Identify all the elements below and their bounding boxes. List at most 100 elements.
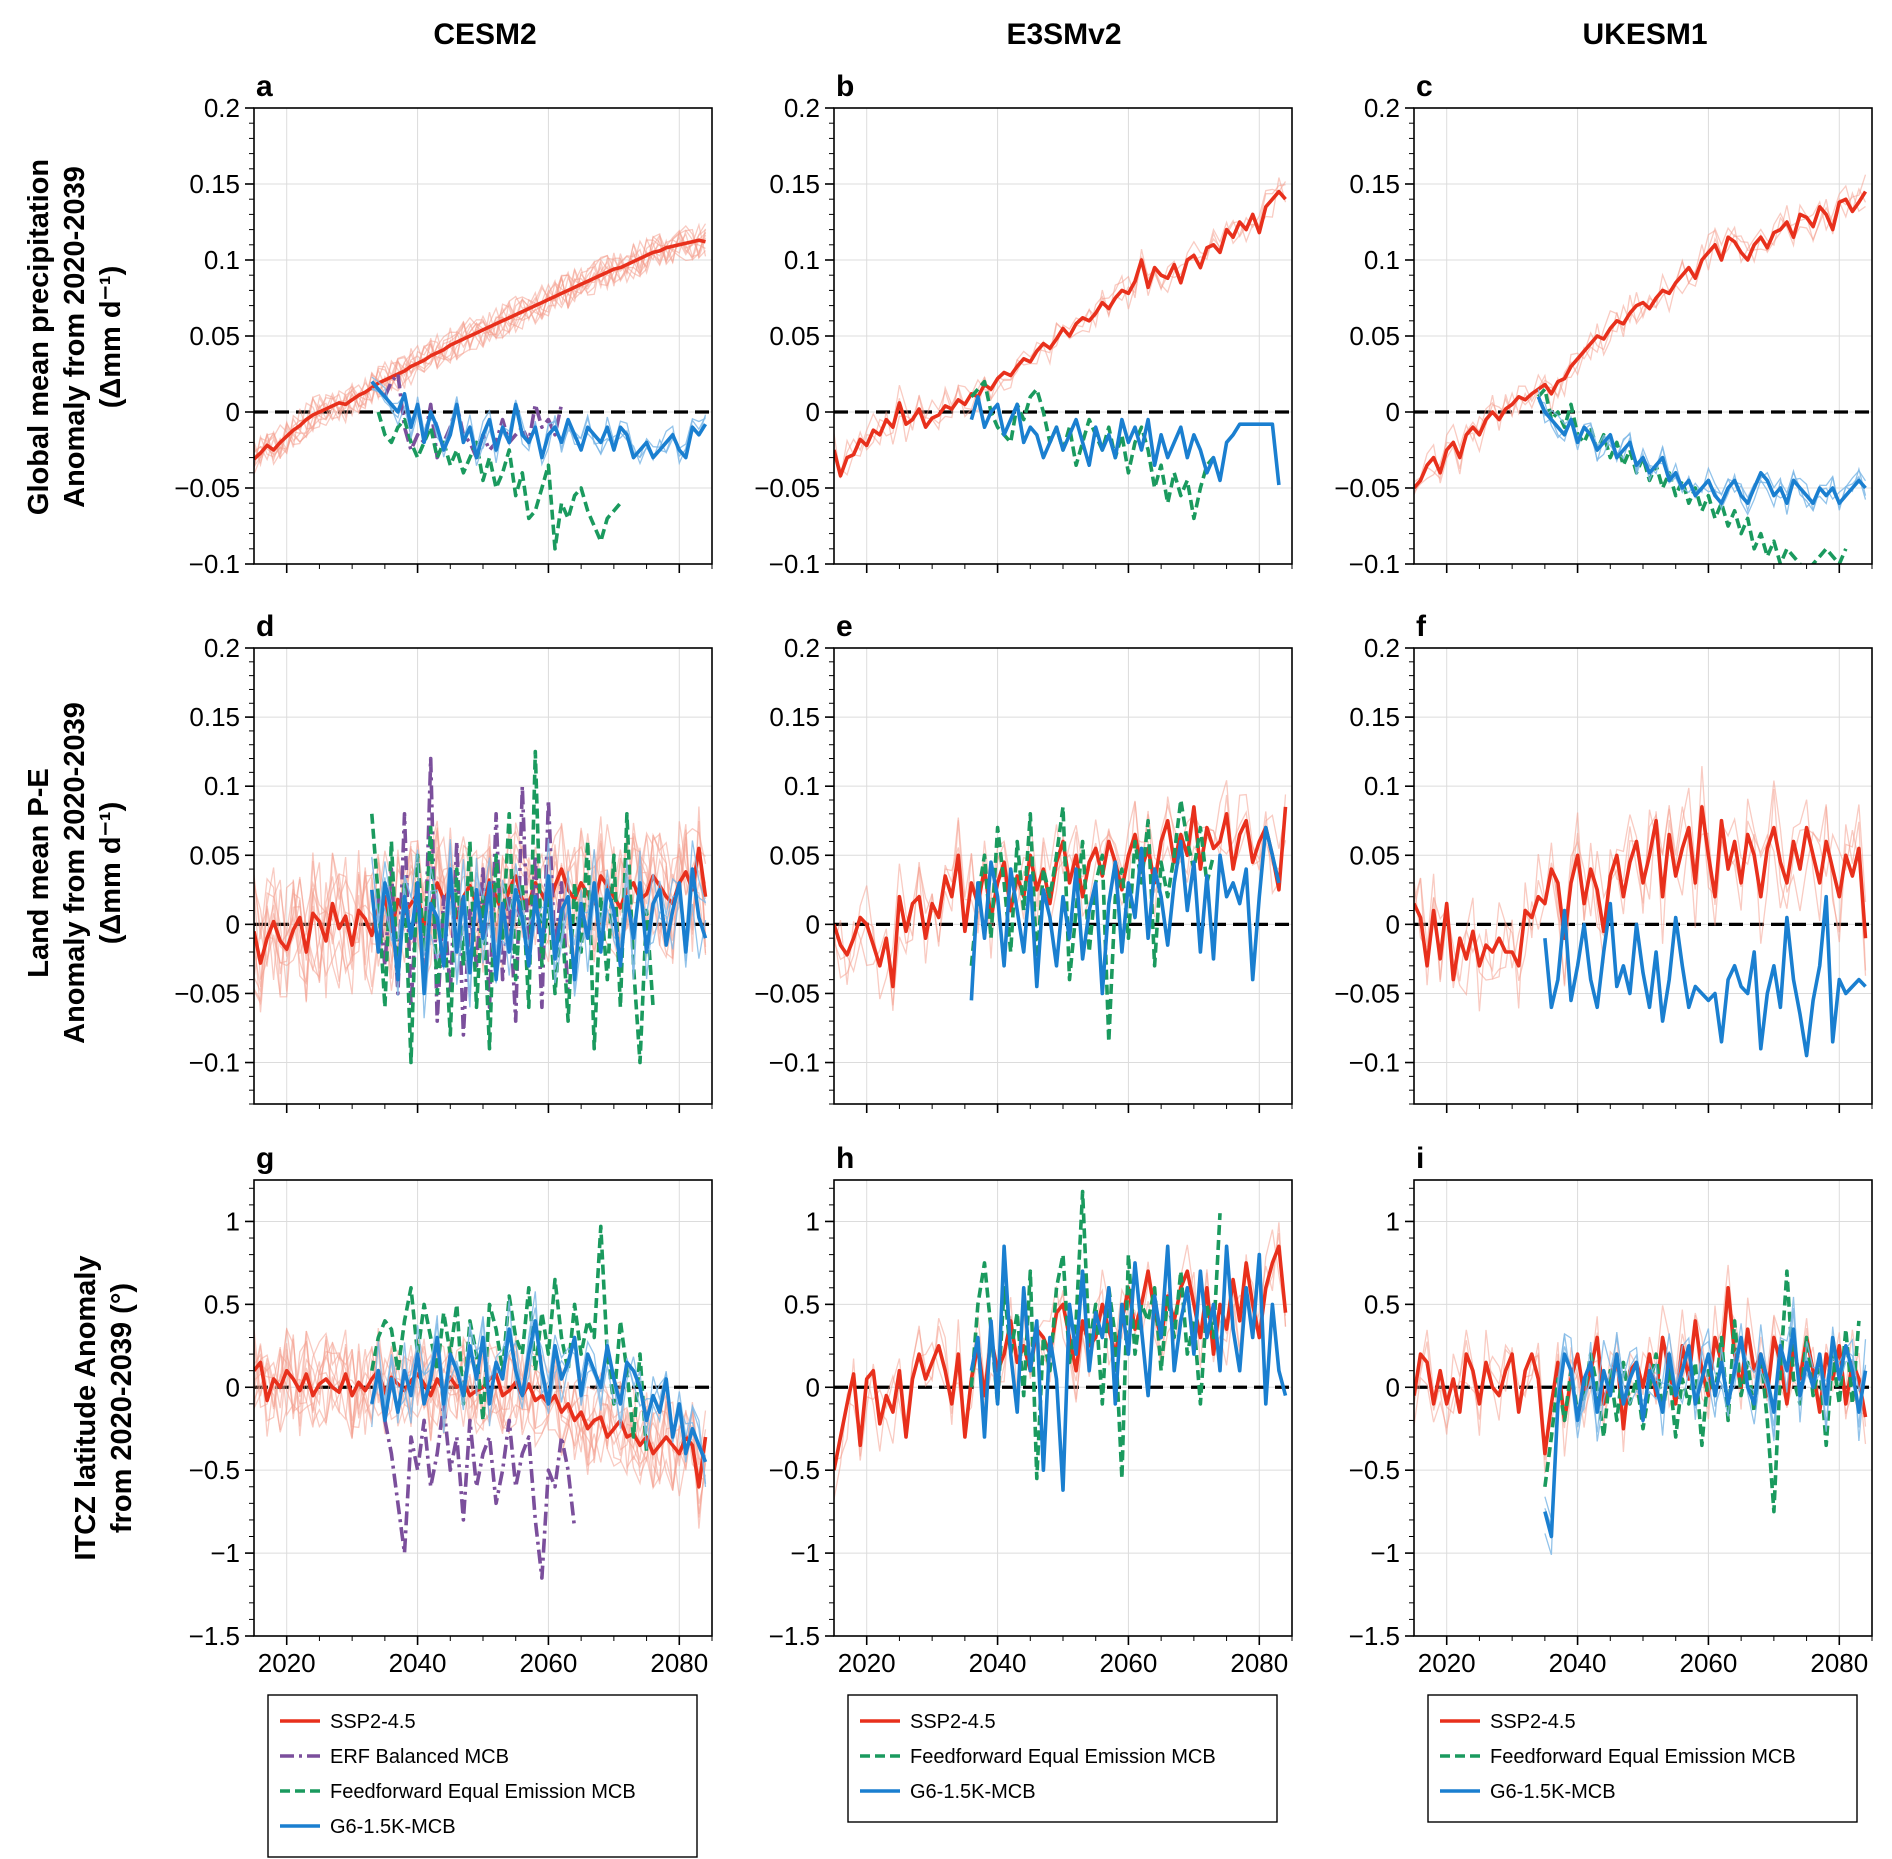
legend-label: G6-1.5K-MCB bbox=[330, 1816, 456, 1838]
plot-area bbox=[254, 1224, 712, 1580]
y-tick-label: 0 bbox=[806, 1372, 820, 1402]
series-member-ssp bbox=[834, 177, 1287, 480]
legend-label: G6-1.5K-MCB bbox=[1490, 1781, 1616, 1803]
x-tick-label: 2060 bbox=[520, 1648, 578, 1678]
y-tick-label: 0.15 bbox=[1349, 169, 1400, 199]
legend-box bbox=[847, 1694, 1278, 1823]
series-line-g6 bbox=[1543, 894, 1867, 1058]
x-tick-label: 2060 bbox=[1100, 1648, 1158, 1678]
series-line-ffee bbox=[376, 411, 622, 551]
y-tick-label: 0.05 bbox=[769, 321, 820, 351]
row-label-line2: Anomaly from 2020-2039 bbox=[59, 166, 91, 508]
panels: −0.1 −0.05 0 0.05 0.1 0.15 0.2 a −0.1 −0.05 0 0.05 0… bbox=[174, 70, 1873, 1678]
y-tick-label: 0.1 bbox=[784, 245, 820, 275]
panel-letter: b bbox=[836, 70, 854, 103]
x-tick-label: 2020 bbox=[838, 1648, 896, 1678]
y-tick-label: −0.1 bbox=[769, 549, 820, 579]
row-label-line1: ITCZ latitude Anomaly bbox=[70, 1255, 102, 1560]
y-tick-label: 0.2 bbox=[784, 93, 820, 123]
y-tick-label: −0.5 bbox=[1349, 1455, 1400, 1485]
y-tick-label: 1 bbox=[1386, 1206, 1400, 1236]
series-line-ffee bbox=[970, 379, 1215, 521]
x-tick-label: 2020 bbox=[1418, 1648, 1476, 1678]
series-line-ffee bbox=[969, 798, 1216, 1044]
y-tick-label: 0.05 bbox=[189, 321, 240, 351]
legend-1: SSP2-4.5 ERF Balanced MCB Feedforward Equa… bbox=[267, 1694, 698, 1858]
series-line-g6 bbox=[969, 1244, 1288, 1492]
plot-area bbox=[834, 1189, 1292, 1500]
panel-letter: a bbox=[256, 70, 273, 103]
panel-d: −0.1 −0.05 0 0.05 0.1 0.15 0.2 d bbox=[174, 610, 713, 1113]
legend-label: Feedforward Equal Emission MCB bbox=[910, 1746, 1216, 1768]
row-label-land-pe: Land mean P-E Anomaly from 2020-2039 (Δm… bbox=[23, 702, 127, 1044]
row-label-itcz: ITCZ latitude Anomaly from 2020-2039 (°) bbox=[70, 1255, 138, 1560]
y-tick-label: −0.05 bbox=[754, 473, 820, 503]
y-tick-label: 0.05 bbox=[189, 840, 240, 870]
y-tick-label: −0.05 bbox=[1334, 473, 1400, 503]
row-label-line1: Global mean precipitation bbox=[23, 159, 55, 515]
legend-label: G6-1.5K-MCB bbox=[910, 1781, 1036, 1803]
y-tick-label: −0.05 bbox=[174, 978, 240, 1008]
plot-area bbox=[834, 177, 1292, 521]
y-tick-label: −0.1 bbox=[1349, 549, 1400, 579]
series-member-ssp bbox=[1414, 780, 1867, 997]
x-tick-label: 2040 bbox=[1549, 1648, 1607, 1678]
panel-e: −0.1 −0.05 0 0.05 0.1 0.15 0.2 e bbox=[754, 610, 1293, 1113]
y-tick-label: 0.05 bbox=[1349, 321, 1400, 351]
y-tick-label: 0 bbox=[1386, 1372, 1400, 1402]
legend-label: SSP2-4.5 bbox=[910, 1711, 996, 1733]
series-line-ffee bbox=[1536, 387, 1848, 564]
y-tick-label: 0.15 bbox=[189, 702, 240, 732]
x-tick-label: 2020 bbox=[258, 1648, 316, 1678]
panel-letter: e bbox=[836, 610, 853, 643]
y-tick-label: 0.15 bbox=[769, 169, 820, 199]
series-line-ffee bbox=[370, 1224, 649, 1454]
series-line-g6 bbox=[370, 867, 708, 996]
panel-letter: g bbox=[256, 1142, 274, 1175]
y-tick-label: 1 bbox=[226, 1206, 240, 1236]
y-tick-label: −0.05 bbox=[1334, 978, 1400, 1008]
series-line-ssp bbox=[834, 189, 1287, 478]
y-tick-label: −1 bbox=[790, 1538, 820, 1568]
panel-c: −0.1 −0.05 0 0.05 0.1 0.15 0.2 c bbox=[1334, 70, 1873, 579]
panel-letter: f bbox=[1416, 610, 1427, 643]
series-line-ssp bbox=[254, 238, 706, 461]
y-tick-label: −1 bbox=[210, 1538, 240, 1568]
y-tick-label: −0.1 bbox=[1349, 1048, 1400, 1078]
series-line-g6 bbox=[969, 825, 1281, 1001]
plot-area bbox=[1414, 766, 1872, 1058]
plot-area bbox=[254, 222, 712, 551]
series-member-ssp bbox=[834, 794, 1287, 1000]
y-tick-label: 0 bbox=[226, 909, 240, 939]
y-tick-label: 0.5 bbox=[1364, 1289, 1400, 1319]
legends: SSP2-4.5 ERF Balanced MCB Feedforward Equa… bbox=[267, 1694, 1858, 1858]
plot-area bbox=[834, 780, 1292, 1044]
y-tick-label: −1 bbox=[1370, 1538, 1400, 1568]
plot-area bbox=[1414, 174, 1872, 564]
x-tick-label: 2040 bbox=[969, 1648, 1027, 1678]
legend-label: SSP2-4.5 bbox=[330, 1711, 416, 1733]
y-tick-label: −1.5 bbox=[189, 1621, 240, 1651]
y-tick-label: 0.15 bbox=[189, 169, 240, 199]
series-line-g6 bbox=[370, 380, 708, 460]
legend-label: Feedforward Equal Emission MCB bbox=[330, 1781, 636, 1803]
y-tick-label: 0.05 bbox=[1349, 840, 1400, 870]
y-tick-label: 0.05 bbox=[769, 840, 820, 870]
series-line-ssp bbox=[1414, 805, 1868, 982]
row-label-line3: (Δmm d⁻¹) bbox=[95, 802, 127, 944]
panel-b: −0.1 −0.05 0 0.05 0.1 0.15 0.2 b bbox=[754, 70, 1293, 579]
legend-label: Feedforward Equal Emission MCB bbox=[1490, 1746, 1796, 1768]
legend-3: SSP2-4.5 Feedforward Equal Emission MCB G6… bbox=[1427, 1694, 1858, 1823]
y-tick-label: 0.2 bbox=[1364, 633, 1400, 663]
y-tick-label: 0.15 bbox=[1349, 702, 1400, 732]
row-label-line2: Anomaly from 2020-2039 bbox=[59, 702, 91, 1044]
column-title-ukesm1: UKESM1 bbox=[1582, 18, 1707, 51]
y-tick-label: −0.1 bbox=[769, 1048, 820, 1078]
series-line-ffee bbox=[969, 1189, 1222, 1481]
legend-box bbox=[267, 1694, 698, 1858]
legend-box bbox=[1427, 1694, 1858, 1823]
y-tick-label: 0 bbox=[1386, 909, 1400, 939]
y-tick-label: 0.1 bbox=[784, 771, 820, 801]
row-label-global-precip: Global mean precipitation Anomaly from 2… bbox=[23, 159, 127, 515]
